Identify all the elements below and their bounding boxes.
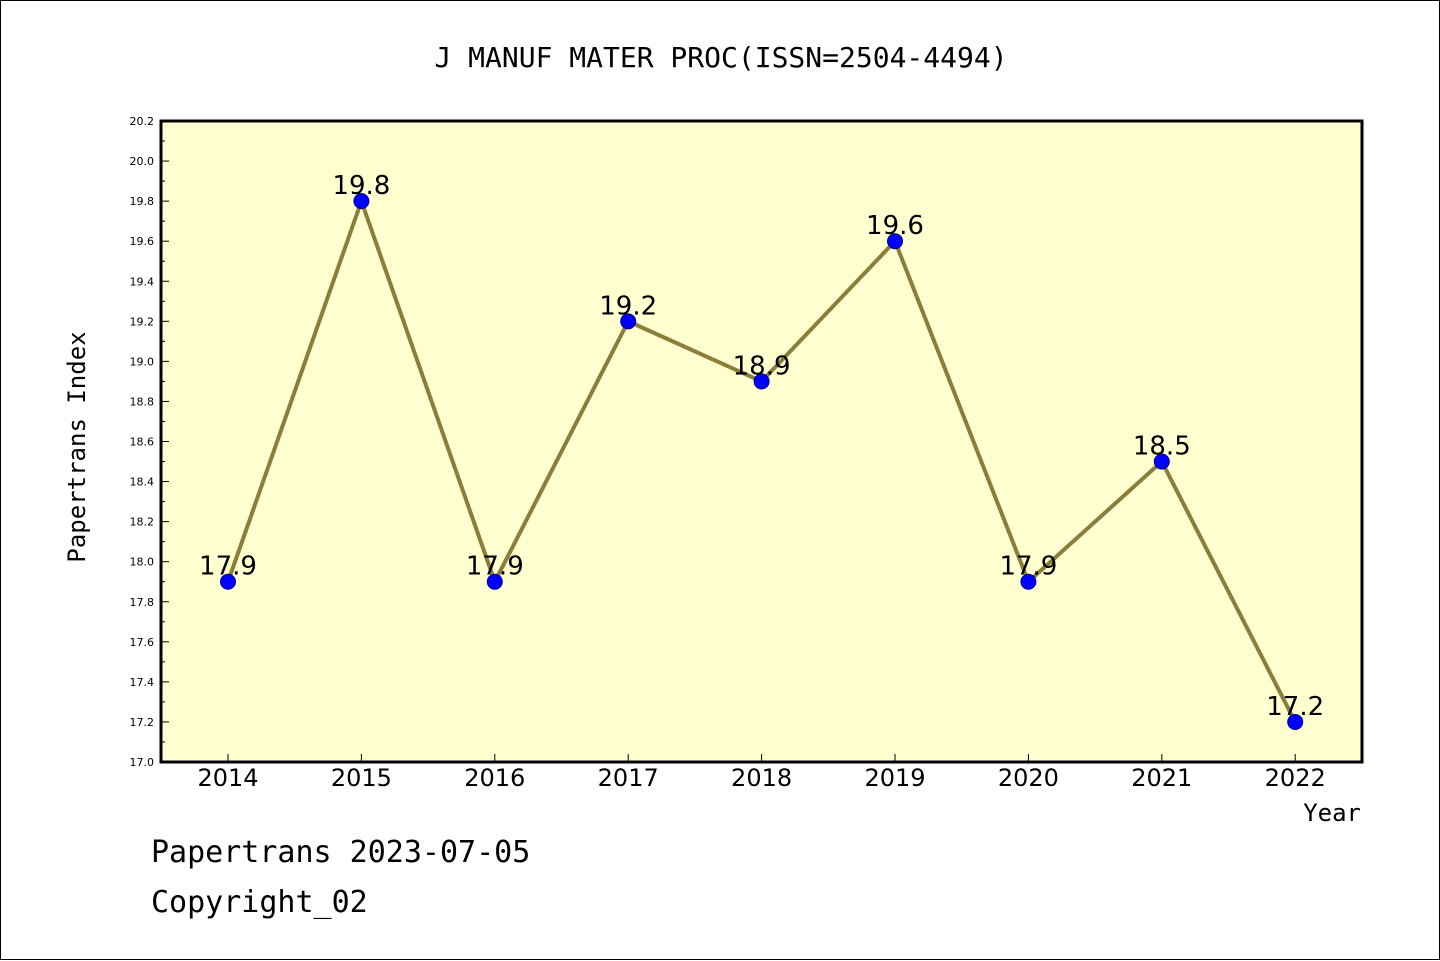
data-label: 19.8: [332, 171, 390, 201]
y-tick-label: 17.4: [130, 676, 155, 689]
y-axis-label: Papertrans Index: [63, 331, 91, 562]
y-tick-label: 17.8: [130, 596, 155, 609]
data-labels: 17.9 19.8 17.9 19.2 18.9 19.6 17.9 18.5 17.2: [199, 171, 1324, 722]
x-tick-label: 2018: [731, 764, 792, 792]
y-tick-label: 19.4: [130, 275, 155, 288]
x-axis: 2014 2015 2016 2017 2018 2019 2020 2021 2022: [197, 754, 1326, 792]
data-label: 18.5: [1133, 432, 1191, 462]
y-tick-label: 17.2: [130, 716, 155, 729]
y-tick-label: 18.0: [130, 556, 155, 569]
x-tick-label: 2016: [464, 764, 525, 792]
y-tick-label: 18.6: [130, 436, 155, 449]
footer-date: Papertrans 2023-07-05: [151, 835, 531, 870]
data-point: [486, 573, 503, 590]
data-point: [1020, 573, 1037, 590]
data-point: [1287, 713, 1304, 730]
data-label: 19.2: [599, 291, 657, 321]
data-point: [620, 313, 637, 330]
x-tick-label: 2017: [598, 764, 659, 792]
plot-area: [159, 119, 1364, 764]
y-tick-label: 17.6: [130, 636, 155, 649]
x-tick-label: 2015: [331, 764, 392, 792]
footer-copyright: Copyright_02: [151, 885, 368, 920]
y-tick-label: 20.0: [130, 155, 155, 168]
y-tick-label: 18.2: [130, 516, 155, 529]
y-tick-label: 20.2: [130, 115, 155, 128]
x-tick-label: 2019: [864, 764, 925, 792]
x-tick-label: 2022: [1265, 764, 1326, 792]
y-tick-label: 19.6: [130, 235, 155, 248]
data-point: [753, 373, 770, 390]
chart-title: J MANUF MATER PROC(ISSN=2504-4494): [434, 41, 1007, 74]
data-point: [1153, 453, 1170, 470]
y-axis: 17.0 17.2 17.4 17.6 17.8 18.0 18.2 18.4 18.6 18.8…: [130, 115, 169, 769]
data-label: 17.9: [199, 552, 257, 582]
y-tick-label: 19.2: [130, 315, 155, 328]
x-axis-label: Year: [1303, 799, 1361, 827]
data-point: [220, 573, 236, 590]
x-tick-label: 2021: [1131, 764, 1192, 792]
data-label: 17.2: [1266, 692, 1324, 722]
y-tick-label: 17.0: [130, 756, 155, 769]
x-tick-label: 2020: [998, 764, 1059, 792]
y-tick-label: 19.0: [130, 355, 155, 368]
data-point: [887, 233, 903, 250]
data-points: [220, 193, 1304, 730]
data-label: 17.9: [466, 552, 524, 582]
data-point: [353, 193, 370, 210]
x-tick-label: 2014: [197, 764, 258, 792]
data-label: 17.9: [999, 552, 1057, 582]
y-tick-label: 18.4: [130, 476, 155, 489]
y-tick-label: 19.8: [130, 195, 155, 208]
y-tick-label: 18.8: [130, 395, 155, 408]
data-label: 18.9: [733, 351, 791, 381]
data-label: 19.6: [866, 211, 924, 241]
